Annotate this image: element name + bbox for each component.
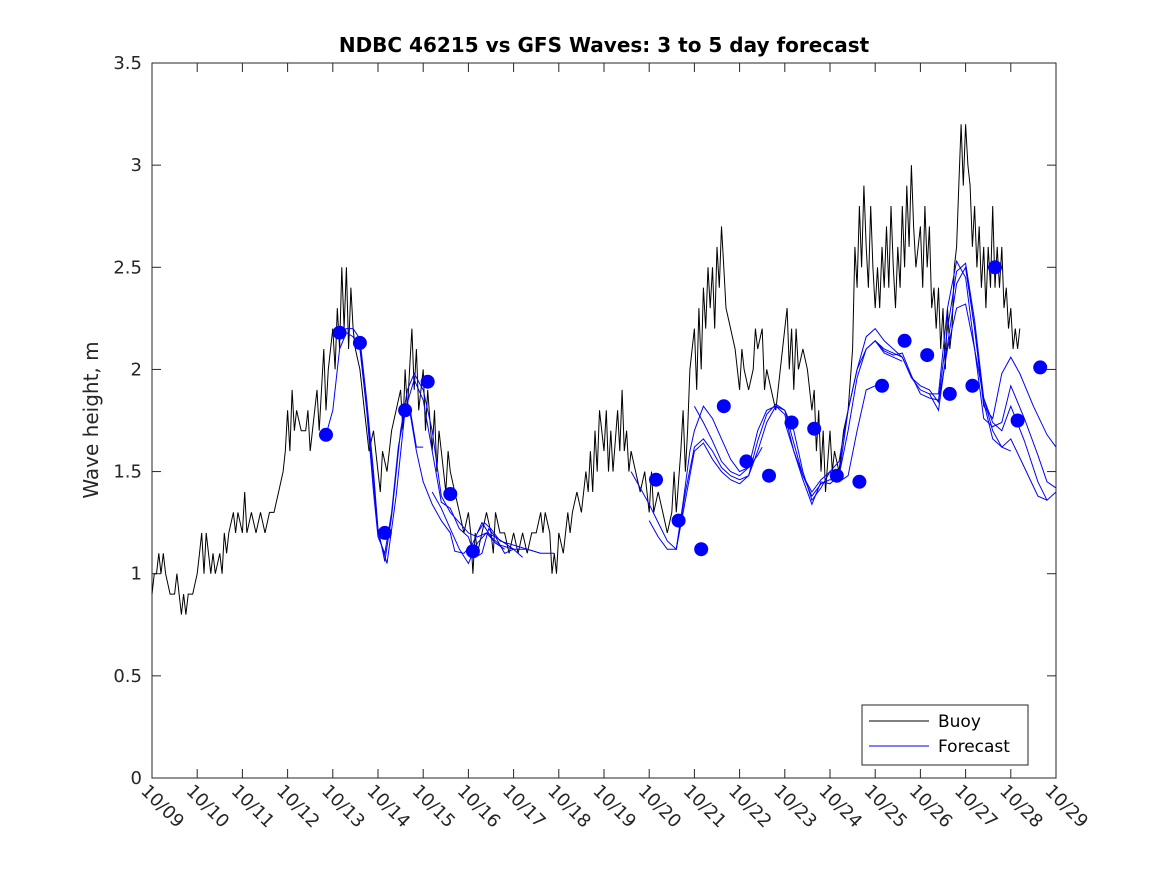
- forecast-marker: [897, 333, 912, 348]
- x-tick-label: 10/15: [408, 781, 460, 833]
- forecast-marker: [965, 378, 980, 393]
- buoy-series-line: [151, 124, 1021, 615]
- x-tick-label: 10/24: [814, 781, 866, 833]
- x-tick-label: 10/22: [724, 781, 776, 833]
- forecast-marker: [942, 386, 957, 401]
- chart-title: NDBC 46215 vs GFS Waves: 3 to 5 day fore…: [339, 33, 870, 57]
- forecast-marker: [1033, 360, 1048, 375]
- forecast-marker: [465, 544, 480, 559]
- x-tick-label: 10/11: [227, 781, 279, 833]
- forecast-marker: [920, 348, 935, 363]
- y-tick-label: 0: [131, 768, 142, 789]
- legend-box: [861, 704, 1029, 766]
- forecast-series-line-5: [476, 521, 541, 554]
- legend: Buoy Forecast: [861, 704, 1029, 766]
- forecast-series-line-10: [784, 303, 1012, 493]
- forecast-marker: [716, 399, 731, 414]
- forecast-marker: [852, 474, 867, 489]
- forecast-marker: [829, 468, 844, 483]
- forecast-series-line-1: [339, 328, 505, 562]
- x-tick-label: 10/27: [950, 781, 1002, 833]
- axes: [151, 62, 1057, 779]
- y-tick-label: 3: [131, 155, 142, 176]
- x-tick-label: 10/17: [498, 781, 550, 833]
- y-tick-label: 2.5: [113, 257, 142, 278]
- forecast-marker: [420, 374, 435, 389]
- forecast-marker: [807, 421, 822, 436]
- y-axis-label: Wave height, m: [79, 341, 103, 498]
- x-tick-label: 10/23: [769, 781, 821, 833]
- x-tick-label: 10/09: [136, 781, 188, 833]
- y-tick-label: 2: [131, 359, 142, 380]
- x-tick-label: 10/28: [995, 781, 1047, 833]
- forecast-series-line-14: [965, 267, 1057, 448]
- forecast-marker: [319, 427, 333, 442]
- forecast-series-line-6: [630, 405, 763, 551]
- x-tick-label: 10/16: [453, 781, 505, 833]
- y-tick-label: 1: [131, 564, 142, 585]
- forecast-series-line-12: [874, 262, 1057, 502]
- forecast-marker: [377, 525, 392, 540]
- x-tick-label: 10/21: [679, 781, 731, 833]
- y-tick-label: 3.5: [113, 53, 142, 74]
- x-tick-label: 10/29: [1040, 781, 1092, 833]
- forecast-marker: [875, 378, 889, 393]
- x-tick-label: 10/10: [182, 781, 234, 833]
- y-tick-label: 0.5: [113, 666, 142, 687]
- forecast-marker: [671, 513, 686, 528]
- forecast-marker: [762, 468, 776, 483]
- x-tick-label: 10/25: [860, 781, 912, 833]
- forecast-marker: [352, 335, 367, 350]
- plot-area: [151, 62, 1057, 779]
- forecast-series-line-11: [838, 265, 1048, 501]
- y-ticks: 0 0.5 1 1.5 2 2.5 3 3.5: [113, 53, 1056, 789]
- forecast-marker: [443, 487, 458, 501]
- forecast-marker: [1010, 413, 1025, 428]
- y-tick-label: 1.5: [113, 462, 142, 483]
- forecast-marker: [784, 415, 799, 430]
- forecast-marker: [739, 454, 754, 469]
- forecast-marker: [332, 325, 347, 340]
- forecast-marker: [649, 472, 663, 487]
- forecast-marker: [398, 403, 413, 418]
- x-tick-label: 10/20: [634, 781, 686, 833]
- x-tick-label: 10/26: [905, 781, 957, 833]
- x-tick-label: 10/13: [317, 781, 369, 833]
- legend-label-forecast: Forecast: [938, 737, 1010, 757]
- x-tick-label: 10/12: [272, 781, 324, 833]
- x-tick-label: 10/18: [543, 781, 595, 833]
- x-tick-label: 10/19: [588, 781, 640, 833]
- x-tick-label: 10/14: [362, 781, 414, 833]
- forecast-series-line-2: [359, 344, 523, 564]
- series-layer: [151, 124, 1057, 615]
- legend-label-buoy: Buoy: [938, 712, 981, 732]
- forecast-marker: [988, 260, 1002, 275]
- forecast-marker: [694, 542, 709, 557]
- forecast-series-line-13: [929, 259, 1057, 489]
